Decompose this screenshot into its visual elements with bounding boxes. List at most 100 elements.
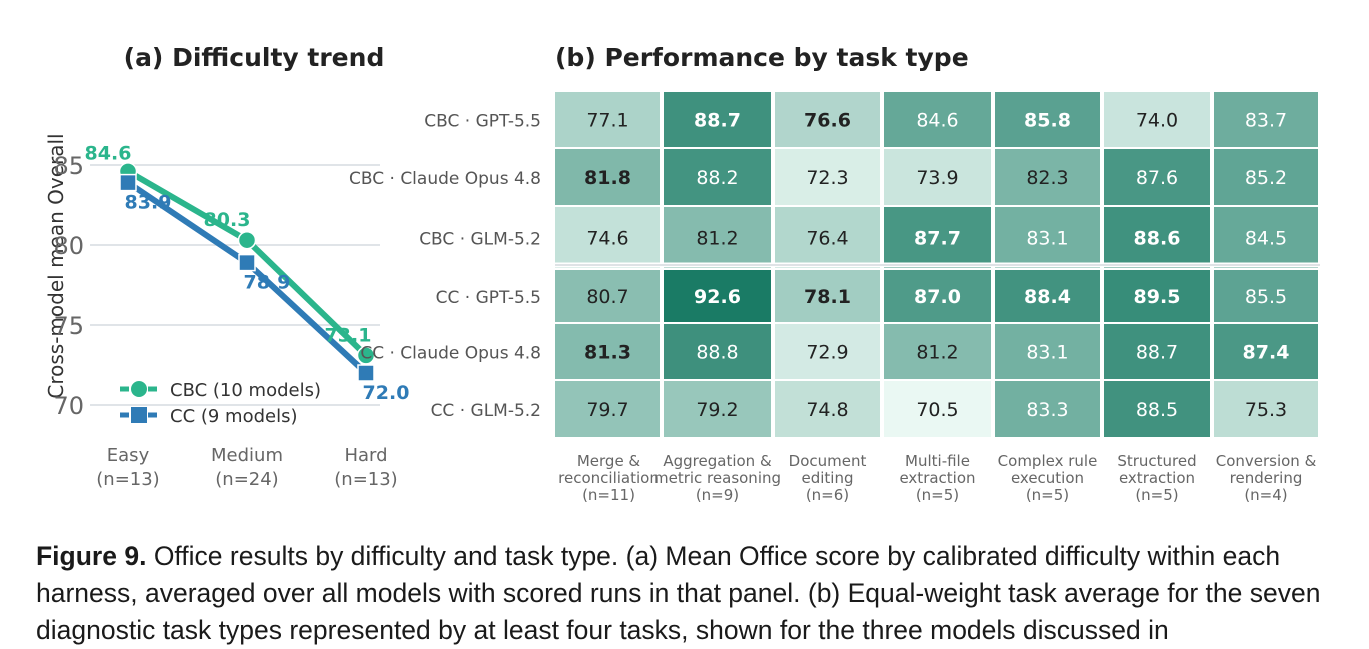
heatmap-cell (1104, 149, 1210, 205)
heatmap-cell (1104, 270, 1210, 322)
heatmap-cell (995, 92, 1100, 147)
row-labels: CBC · GPT-5.5 CBC · Claude Opus 4.8 CBC · … (349, 112, 541, 422)
cell-value: 89.5 (1134, 286, 1181, 308)
heatmap-cell (884, 270, 991, 322)
data-label: 84.6 (85, 142, 132, 164)
cell-value: 72.9 (806, 342, 848, 364)
heatmap-cell (775, 207, 880, 268)
heatmap-cell (1104, 92, 1210, 147)
column-label: (n=9) (696, 486, 739, 504)
cell-value: 84.5 (1245, 228, 1287, 250)
column-label: metric reasoning (654, 469, 781, 487)
heatmap-cell (775, 324, 880, 379)
column-label: (n=5) (1135, 486, 1178, 504)
data-point (237, 230, 257, 250)
column-label: (n=5) (916, 486, 959, 504)
cell-value: 81.8 (584, 167, 631, 189)
cell-value: 88.6 (1134, 228, 1181, 250)
heatmap-cells: 77.1 88.7 76.6 84.6 85.8 74.0 83.7 81.8 88.2 72.3… (555, 92, 1320, 437)
figure-caption: Figure 9. Office results by difficulty a… (36, 538, 1336, 649)
cell-value: 79.2 (696, 399, 738, 421)
difficulty-trend-chart: (a) Difficulty trend Cross-model mean Ov… (44, 43, 409, 490)
column-labels: Merge &reconciliation(n=11) Aggregation &… (558, 452, 1316, 504)
row-label: CC · Claude Opus 4.8 (360, 344, 541, 364)
column-label: Multi-file (905, 452, 970, 470)
heatmap-cell (995, 381, 1100, 437)
column-label: Complex rule (998, 452, 1098, 470)
column-label: rendering (1230, 469, 1303, 487)
y-axis-label: Cross-model mean Overall (44, 133, 68, 398)
cell-value: 80.7 (586, 286, 628, 308)
y-tick-label: 75 (53, 312, 84, 340)
cell-value: 74.0 (1136, 110, 1178, 132)
row-label: CBC · Claude Opus 4.8 (349, 169, 541, 189)
heatmap-cell (555, 207, 660, 268)
cell-value: 92.6 (694, 286, 741, 308)
data-point (238, 253, 256, 272)
cell-value: 83.7 (1245, 110, 1287, 132)
data-label: 83.9 (125, 192, 172, 214)
data-point (356, 346, 376, 365)
heatmap-cell (884, 324, 991, 379)
cell-value: 88.8 (696, 342, 738, 364)
cell-value: 85.8 (1024, 110, 1071, 132)
column-label: (n=11) (582, 486, 635, 504)
column-label: extraction (899, 469, 975, 487)
heatmap-cell (1214, 207, 1318, 268)
y-tick-label: 80 (53, 232, 84, 260)
column-label: extraction (1119, 469, 1195, 487)
heatmap-cell (884, 207, 991, 268)
column-label: Structured (1117, 452, 1196, 470)
x-tick-count: (n=13) (96, 469, 159, 490)
cell-value: 81.3 (584, 342, 631, 364)
cell-value: 84.6 (916, 110, 958, 132)
data-label: 73.1 (325, 324, 372, 346)
column-label: editing (802, 469, 854, 487)
legend: CBC (10 models) CC (9 models) (120, 380, 321, 427)
x-tick-label: Easy (107, 445, 150, 466)
heatmap-cell (995, 270, 1100, 322)
cell-value: 87.4 (1243, 342, 1290, 364)
y-tick-label: 85 (53, 152, 84, 180)
cell-value: 88.7 (694, 110, 741, 132)
heatmap-cell (1214, 270, 1318, 322)
column-label: (n=5) (1026, 486, 1069, 504)
cell-value: 87.6 (1136, 167, 1178, 189)
column-label: reconciliation (558, 469, 659, 487)
cell-value: 76.6 (804, 110, 851, 132)
heatmap-cell (664, 381, 771, 437)
column-label: (n=6) (806, 486, 849, 504)
legend-marker (131, 381, 147, 397)
cell-value: 75.3 (1245, 399, 1287, 421)
column-label: Aggregation & (663, 452, 772, 470)
cell-value: 87.7 (914, 228, 961, 250)
caption-text: Office results by difficulty and task ty… (36, 541, 1321, 645)
x-tick-count: (n=13) (334, 469, 397, 490)
heatmap-cell (884, 381, 991, 437)
heatmap-cell (1104, 324, 1210, 379)
cell-value: 83.1 (1026, 342, 1068, 364)
y-tick-label: 70 (53, 392, 84, 420)
column-label: Conversion & (1216, 452, 1317, 470)
row-label: CBC · GLM-5.2 (419, 230, 541, 250)
cell-value: 88.7 (1136, 342, 1178, 364)
chart-title: (a) Difficulty trend (124, 43, 385, 72)
heatmap-cell (1104, 207, 1210, 268)
cell-value: 74.6 (586, 228, 628, 250)
heatmap-cell (664, 149, 771, 205)
chart-title: (b) Performance by task type (555, 43, 969, 72)
data-point (119, 173, 137, 192)
cell-value: 74.8 (806, 399, 848, 421)
heatmap-cell (555, 149, 660, 205)
heatmap-cell (884, 149, 991, 205)
cell-value: 79.7 (586, 399, 628, 421)
heatmap-cell (555, 324, 660, 379)
heatmap-cell (775, 270, 880, 322)
heatmap-cell (775, 149, 880, 205)
heatmap-cell (664, 270, 771, 322)
cell-value: 72.3 (806, 167, 848, 189)
series-lines (118, 162, 376, 382)
heatmap-cell (884, 92, 991, 147)
data-point (357, 364, 375, 382)
cell-value: 83.1 (1026, 228, 1068, 250)
